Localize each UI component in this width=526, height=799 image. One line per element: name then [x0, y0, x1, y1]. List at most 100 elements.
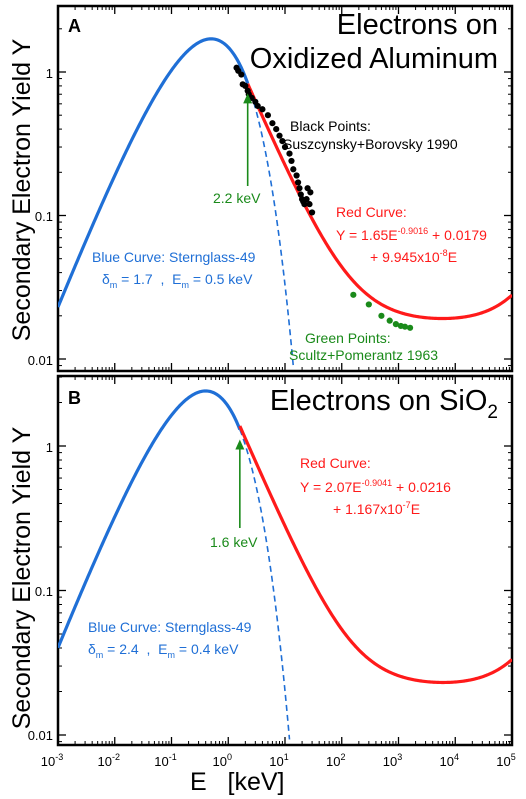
formula-part: E	[411, 501, 420, 517]
black-data-point	[290, 166, 297, 173]
x-tick-labels: 10-3 10-2 10-1 100 101 102 103 104 105	[41, 752, 516, 769]
y-tick-label-0.01: 0.01	[28, 353, 53, 368]
black-data-point	[264, 112, 272, 119]
red-curve-label-line1: Red Curve:	[300, 455, 371, 471]
x-tick-label: 10-1	[154, 752, 176, 769]
black-data-point	[269, 120, 276, 127]
arrow-head	[243, 93, 253, 104]
title-subscript: 2	[487, 402, 498, 423]
formula-part: E	[448, 249, 457, 265]
black-data-point	[308, 209, 316, 216]
x-tick-label: 104	[440, 752, 459, 769]
panel-letter: A	[68, 16, 81, 36]
green-data-point	[350, 291, 357, 298]
black-data-point	[293, 172, 300, 179]
panel-title: Electrons on SiO2	[270, 385, 498, 423]
black-data-point	[301, 201, 308, 208]
black-data-point	[306, 201, 313, 208]
black-data-point	[259, 106, 266, 113]
formula-part: + 1.167x10	[333, 501, 403, 517]
y-tick-label-1: 1	[46, 440, 53, 455]
formula-exponent: -8	[440, 248, 448, 258]
param-value: = 0.5 keV	[189, 271, 253, 287]
data-layer	[58, 389, 512, 740]
x-tick-label: 100	[213, 752, 232, 769]
subscript: m	[96, 650, 104, 660]
formula-part: + 0.0179	[428, 227, 487, 243]
black-data-point	[273, 126, 280, 133]
delta-symbol: δ	[102, 271, 110, 287]
black-data-point	[238, 71, 245, 78]
blue-curve-solid	[58, 389, 242, 649]
blue-curve-params: δm = 2.4 , Em = 0.4 keV	[88, 641, 239, 660]
panel-a: A Electrons on Oxidized Aluminum 1 0.1 0…	[28, 4, 514, 373]
title-text: Electrons on SiO	[270, 385, 488, 417]
delta-symbol: δ	[88, 641, 96, 657]
arrow-label: 1.6 keV	[210, 534, 258, 550]
subscript: m	[168, 650, 176, 660]
param-value: = 0.4 keV	[175, 641, 239, 657]
subscript: m	[182, 280, 190, 290]
panel-letter: B	[68, 388, 81, 408]
subscript: m	[110, 280, 118, 290]
red-curve-formula-line1: Y = 1.65E-0.9016 + 0.0179	[336, 226, 487, 243]
param-value: = 2.4 , E	[103, 641, 167, 657]
black-data-point	[254, 102, 261, 110]
panel-b: B Electrons on SiO2 1 0.1 0.01 1.6 keV R…	[28, 374, 514, 747]
y-tick-label-0.1: 0.1	[35, 209, 53, 224]
x-tick-label: 10-3	[41, 752, 63, 769]
y-tick-label-0.1: 0.1	[35, 584, 53, 599]
x-tick-label: 105	[496, 752, 515, 769]
green-data-point	[406, 324, 414, 331]
param-value: = 1.7 , E	[117, 271, 181, 287]
red-curve-label-line1: Red Curve:	[336, 204, 407, 220]
formula-part: + 0.0216	[392, 479, 451, 495]
black-points-label-line2: Suszcynsky+Borovsky 1990	[283, 136, 458, 152]
green-data-point	[386, 317, 393, 324]
x-axis-label: E [keV]	[190, 768, 284, 796]
red-curve	[238, 425, 512, 685]
blue-curve-label-line1: Blue Curve: Sternglass-49	[88, 619, 252, 635]
blue-curve-solid	[58, 37, 250, 308]
formula-part: Y = 2.07E	[300, 479, 362, 495]
x-tick-label: 101	[269, 752, 288, 769]
panel-title-line1: Electrons on	[337, 9, 498, 41]
black-data-point	[286, 150, 293, 157]
green-data-point	[365, 301, 372, 308]
black-data-point	[294, 179, 302, 186]
green-data-point	[401, 323, 409, 330]
y-axis-label-bottom: Secondary Electron Yield Y	[8, 426, 36, 729]
formula-exponent: -0.9016	[398, 226, 429, 236]
black-data-point	[281, 143, 289, 151]
blue-curve-label-line1: Blue Curve: Sternglass-49	[92, 249, 256, 265]
formula-part: Y = 1.65E	[336, 227, 398, 243]
blue-curve-params: δm = 1.7 , Em = 0.5 keV	[102, 271, 253, 290]
black-data-point	[303, 196, 310, 203]
blue-curve-dashed	[246, 83, 295, 367]
panel-title-line2: Oxidized Aluminum	[250, 43, 498, 75]
formula-part: + 9.945x10	[370, 249, 440, 265]
y-tick-label-1: 1	[46, 66, 53, 81]
green-points-label-line2: Scultz+Pomerantz 1963	[289, 347, 438, 363]
green-data-point	[392, 321, 400, 328]
black-data-point	[242, 82, 249, 90]
red-curve-formula-line1: Y = 2.07E-0.9041 + 0.0216	[300, 478, 451, 495]
red-curve-formula-line2: + 9.945x10-8E	[370, 248, 457, 265]
green-points-label-line1: Green Points:	[305, 330, 391, 346]
x-tick-label: 102	[326, 752, 345, 769]
y-tick-label-0.01: 0.01	[28, 728, 53, 743]
black-data-point	[307, 189, 314, 196]
black-data-point	[288, 157, 295, 165]
formula-exponent: -7	[403, 500, 411, 510]
arrow-label: 2.2 keV	[213, 190, 261, 206]
red-curve	[246, 83, 512, 321]
y-axis-label-top: Secondary Electron Yield Y	[8, 38, 36, 341]
data-layer	[58, 37, 512, 367]
arrow-head	[235, 439, 245, 450]
red-curve-formula-line2: + 1.167x10-7E	[333, 500, 420, 517]
tick-marks	[57, 6, 513, 371]
black-data-point	[276, 132, 283, 139]
green-data-point	[378, 312, 385, 319]
black-data-point	[279, 137, 286, 145]
